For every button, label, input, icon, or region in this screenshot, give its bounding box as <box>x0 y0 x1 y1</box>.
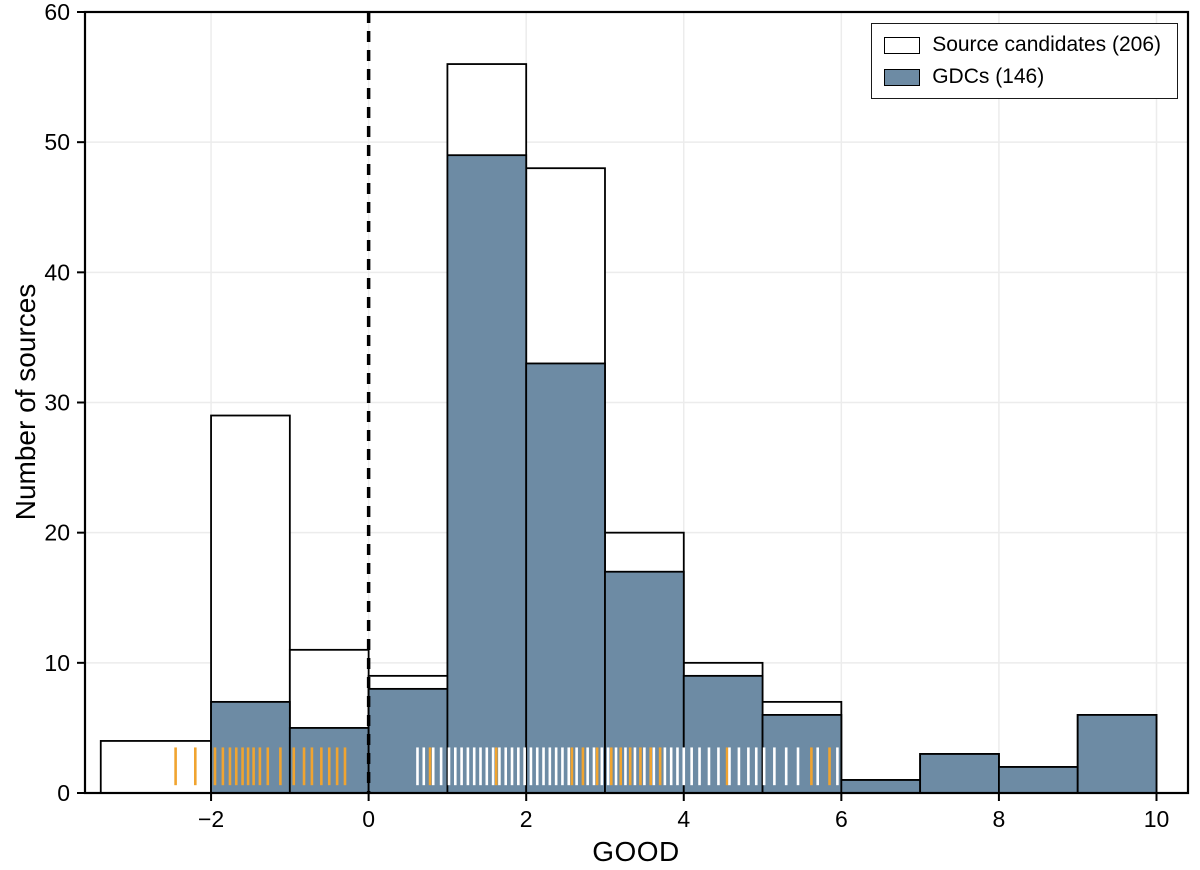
legend-swatch-gdcs <box>884 68 921 86</box>
y-axis-label: Number of sources <box>10 283 41 521</box>
legend-swatch-source-candidates <box>884 36 921 54</box>
svg-text:0: 0 <box>57 780 70 806</box>
legend-label-source-candidates: Source candidates (206) <box>932 33 1161 56</box>
svg-text:0: 0 <box>362 806 375 832</box>
legend: Source candidates (206) GDCs (146) <box>871 23 1178 99</box>
x-axis-label: GOOD <box>592 836 680 867</box>
legend-label-gdcs: GDCs (146) <box>932 65 1045 88</box>
svg-text:40: 40 <box>44 259 70 285</box>
svg-text:2: 2 <box>520 806 533 832</box>
svg-text:10: 10 <box>1144 806 1170 832</box>
legend-item-source-candidates: Source candidates (206) <box>884 33 1161 57</box>
svg-text:30: 30 <box>44 390 70 416</box>
svg-text:10: 10 <box>44 650 70 676</box>
svg-text:60: 60 <box>44 0 70 25</box>
svg-text:−2: −2 <box>198 806 224 832</box>
svg-text:4: 4 <box>677 806 690 832</box>
svg-text:8: 8 <box>993 806 1006 832</box>
svg-text:50: 50 <box>44 129 70 155</box>
legend-item-gdcs: GDCs (146) <box>884 65 1161 89</box>
svg-text:6: 6 <box>835 806 848 832</box>
svg-text:20: 20 <box>44 520 70 546</box>
